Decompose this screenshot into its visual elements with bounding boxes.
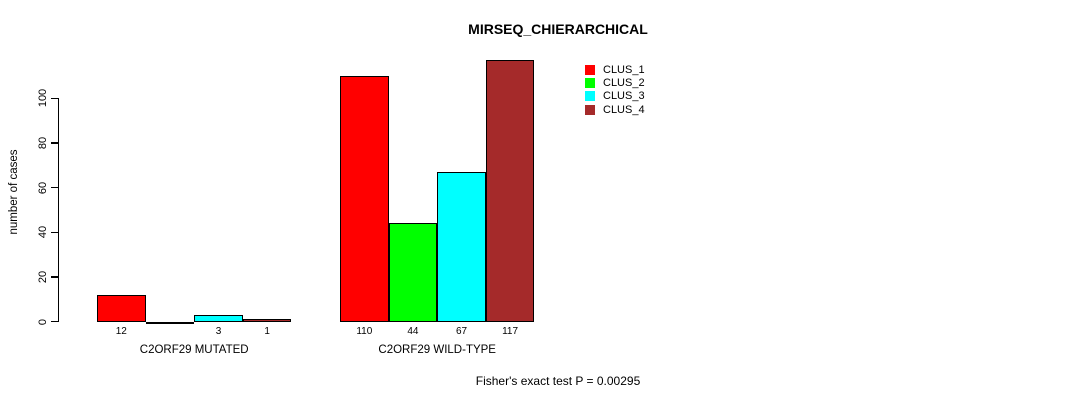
legend-color-swatch <box>585 65 595 75</box>
legend-item-label: CLUS_3 <box>603 90 645 103</box>
y-tick-mark <box>51 321 59 323</box>
group-label: C2ORF29 MUTATED <box>139 344 249 356</box>
bar-value-label: 117 <box>502 326 519 337</box>
legend-item-label: CLUS_1 <box>603 64 645 76</box>
bar <box>97 294 146 322</box>
legend-item-label: CLUS_2 <box>603 77 645 90</box>
y-tick-label: 0 <box>37 318 49 325</box>
y-tick-label: 40 <box>37 226 49 239</box>
bar-value-label: 67 <box>455 326 468 337</box>
y-tick-mark <box>51 142 59 144</box>
legend-color-swatch <box>585 78 595 89</box>
y-tick-label: 100 <box>37 89 49 108</box>
bar <box>194 314 243 322</box>
chart-title: MIRSEQ_CHIERARCHICAL <box>468 21 648 37</box>
group-label: C2ORF29 WILD-TYPE <box>378 344 496 356</box>
y-tick-label: 80 <box>37 136 49 150</box>
bar-value-label: 1 <box>264 326 270 337</box>
legend-color-swatch <box>585 104 595 115</box>
bar-value-label: 110 <box>356 326 373 337</box>
y-tick-label: 20 <box>37 270 49 284</box>
annotation-text: Fisher's exact test P = 0.00295 <box>475 374 641 388</box>
legend-color-swatch <box>585 91 595 102</box>
bar <box>485 60 535 322</box>
bar <box>340 75 389 322</box>
bar-value-label: 12 <box>115 326 127 337</box>
legend-item-label: CLUS_4 <box>603 103 645 116</box>
y-tick-mark <box>51 187 59 189</box>
y-axis-label: number of cases <box>8 149 20 235</box>
bar <box>242 319 292 322</box>
bar-value-label: 3 <box>215 326 222 337</box>
y-tick-label: 60 <box>37 181 49 194</box>
bar <box>388 223 438 322</box>
bar-value-label: 44 <box>407 326 419 337</box>
y-tick-mark <box>51 231 59 233</box>
y-axis-line <box>58 98 60 322</box>
y-tick-mark <box>51 97 59 99</box>
bar <box>437 172 486 322</box>
y-tick-mark <box>51 276 59 278</box>
bar <box>145 321 195 324</box>
